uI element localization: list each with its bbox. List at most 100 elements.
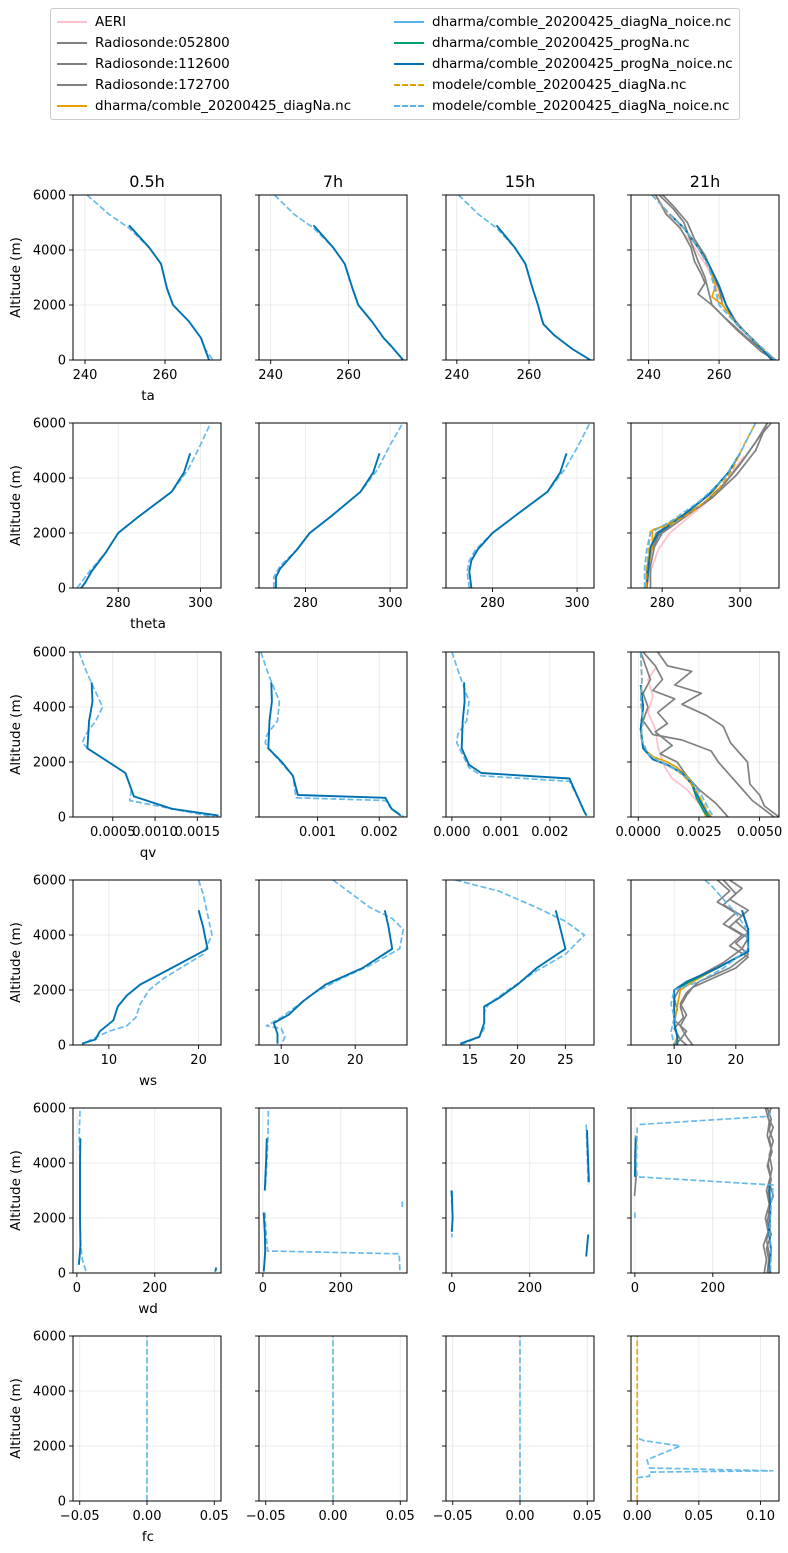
legend-label: dharma/comble_20200425_diagNa.nc	[95, 98, 352, 114]
legend-label: dharma/comble_20200425_diagNa_noice.nc	[432, 14, 732, 30]
panel: 0.00 0.05 0.10	[623, 1335, 780, 1524]
series-line-model	[274, 195, 404, 360]
x-tick-label: 20	[190, 1053, 207, 1068]
legend-entry: dharma/comble_20200425_progNa.nc	[394, 33, 690, 53]
series-line-model	[639, 1108, 773, 1126]
series-line-dharma	[468, 453, 568, 588]
series-line-dharma	[128, 224, 210, 360]
legend-label: Radiosonde:172700	[95, 77, 230, 93]
y-tick-label: 2000	[33, 756, 66, 771]
x-tick-label: −0.05	[60, 1509, 100, 1524]
panel-frame	[258, 651, 408, 818]
x-tick-label: 260	[336, 368, 361, 383]
panel: 0 200	[255, 1107, 408, 1296]
y-tick-label: 6000	[33, 189, 66, 204]
series-group	[451, 652, 588, 817]
series-line-dharma	[263, 1138, 268, 1191]
panel-frame	[72, 422, 222, 589]
series-line-model	[639, 652, 715, 817]
panel: 0 2000 4000 6000 10 20	[33, 874, 222, 1068]
panel-frame	[258, 422, 408, 589]
series-line-d_prog	[645, 452, 741, 588]
x-axis-label: ta	[141, 388, 155, 404]
series-line-sonde	[679, 880, 750, 1045]
panel: 0 2000 4000 6000 280 300	[33, 417, 222, 611]
column-title: 21h	[690, 172, 721, 191]
series-group	[272, 423, 404, 588]
legend-swatch	[57, 63, 87, 65]
series-line-sonde	[654, 195, 776, 360]
panel-frame	[630, 879, 780, 1046]
y-axis-label: Altitude (m)	[8, 237, 24, 318]
y-tick-label: 2000	[33, 1212, 66, 1227]
x-tick-label: 240	[444, 368, 469, 383]
x-tick-label: 0.0005	[90, 825, 136, 840]
panel-frame	[258, 879, 408, 1046]
panel-frame	[630, 194, 780, 361]
panel-frame	[72, 879, 222, 1046]
legend-label: modele/comble_20200425_diagNa_noice.nc	[432, 98, 730, 114]
panel-frame	[72, 194, 222, 361]
panel-frame	[72, 651, 222, 818]
y-tick-label: 4000	[33, 701, 66, 716]
y-tick-label: 0	[58, 354, 66, 369]
panel: 0 2000 4000 6000 0 200	[33, 1102, 222, 1296]
series-line-sonde	[765, 1108, 775, 1273]
panel: 0.0000 0.0025 0.0050	[616, 651, 782, 840]
series-group	[670, 880, 750, 1045]
series-group	[455, 880, 586, 1045]
y-tick-label: 6000	[33, 874, 66, 889]
x-tick-label: −0.05	[246, 1509, 286, 1524]
panel: 0 2000 4000 6000 240 260	[33, 189, 222, 383]
legend-swatch	[394, 21, 424, 23]
column-title: 7h	[323, 172, 343, 191]
series-group	[78, 652, 219, 817]
series-line-model	[265, 880, 405, 1045]
series-group	[639, 652, 779, 817]
panel-frame	[630, 651, 780, 818]
series-line-m_diag	[645, 423, 757, 588]
series-line-model	[451, 652, 588, 817]
x-tick-label: 0	[448, 1281, 456, 1296]
series-line-dharma	[272, 910, 394, 1044]
legend-entry: Radiosonde:112600	[57, 54, 230, 74]
panel-frame	[630, 1335, 780, 1502]
x-tick-label: 0.05	[684, 1509, 713, 1524]
panel-frame	[258, 194, 408, 361]
series-line-model	[260, 652, 405, 817]
x-tick-label: 0.05	[200, 1509, 229, 1524]
series-line-model	[81, 880, 213, 1045]
x-tick-label: 0.10	[746, 1509, 775, 1524]
legend-label: modele/comble_20200425_diagNa.nc	[432, 77, 687, 93]
legend-label: Radiosonde:112600	[95, 56, 230, 72]
x-tick-label: 260	[153, 368, 178, 383]
series-group	[651, 195, 777, 360]
x-tick-label: 280	[650, 596, 675, 611]
x-tick-label: 0.001	[299, 825, 336, 840]
y-tick-label: 4000	[33, 472, 66, 487]
y-tick-label: 4000	[33, 1385, 66, 1400]
y-tick-label: 4000	[33, 1157, 66, 1172]
x-tick-label: 200	[142, 1281, 167, 1296]
x-tick-label: 10	[666, 1053, 683, 1068]
panel: 10 20	[627, 879, 780, 1068]
series-line-model	[635, 1127, 775, 1273]
y-tick-label: 0	[58, 1267, 66, 1282]
y-tick-label: 6000	[33, 1102, 66, 1117]
legend-entry: AERI	[57, 12, 126, 32]
x-tick-label: 300	[728, 596, 753, 611]
panel: 280 300	[627, 422, 780, 611]
x-tick-label: 0.000	[433, 825, 470, 840]
x-tick-label: 0	[259, 1281, 267, 1296]
legend-entry: Radiosonde:172700	[57, 75, 230, 95]
legend-label: dharma/comble_20200425_progNa_noice.nc	[432, 56, 733, 72]
series-line-d_diag	[645, 452, 741, 588]
series-line-sonde	[639, 652, 775, 817]
column-title: 15h	[505, 172, 536, 191]
legend-swatch	[57, 84, 87, 86]
x-tick-label: 0.00	[506, 1509, 535, 1524]
series-line-model	[78, 652, 215, 817]
panel-frame	[445, 651, 595, 818]
panel: −0.05 0.00 0.05	[433, 1335, 602, 1524]
x-tick-label: 280	[293, 596, 318, 611]
